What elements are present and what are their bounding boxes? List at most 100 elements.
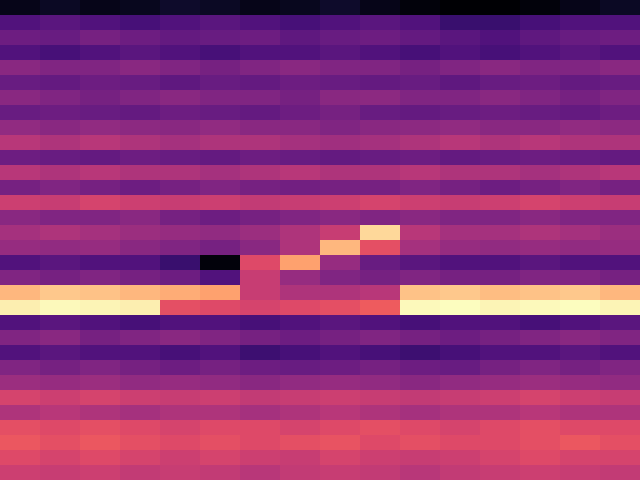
cell <box>160 180 201 196</box>
cell <box>440 450 481 466</box>
cell <box>200 30 241 46</box>
cell <box>560 45 601 61</box>
cell <box>400 450 441 466</box>
cell <box>280 300 321 316</box>
cell <box>160 15 201 31</box>
cell <box>600 150 640 166</box>
cell <box>240 450 281 466</box>
cell <box>480 390 521 406</box>
cell <box>280 270 321 286</box>
cell <box>200 285 241 301</box>
cell <box>600 360 640 376</box>
cell <box>200 0 241 16</box>
cell <box>440 30 481 46</box>
cell <box>240 390 281 406</box>
cell <box>320 315 361 331</box>
cell <box>40 105 81 121</box>
cell <box>0 45 41 61</box>
cell <box>320 330 361 346</box>
cell <box>480 105 521 121</box>
cell <box>40 315 81 331</box>
cell <box>360 390 401 406</box>
cell <box>320 45 361 61</box>
cell <box>400 135 441 151</box>
cell <box>240 120 281 136</box>
cell <box>40 195 81 211</box>
cell <box>240 135 281 151</box>
cell <box>200 90 241 106</box>
cell <box>600 285 640 301</box>
cell <box>280 30 321 46</box>
cell <box>520 225 561 241</box>
cell <box>120 210 161 226</box>
cell <box>120 255 161 271</box>
cell <box>40 45 81 61</box>
cell <box>160 135 201 151</box>
cell <box>440 315 481 331</box>
cell <box>120 30 161 46</box>
cell <box>560 435 601 451</box>
cell <box>240 105 281 121</box>
cell <box>80 120 121 136</box>
cell <box>480 150 521 166</box>
cell <box>0 255 41 271</box>
cell <box>360 375 401 391</box>
cell <box>360 60 401 76</box>
cell <box>120 150 161 166</box>
cell <box>440 75 481 91</box>
cell <box>240 300 281 316</box>
cell <box>0 180 41 196</box>
cell <box>600 180 640 196</box>
cell <box>120 45 161 61</box>
cell <box>360 405 401 421</box>
cell <box>400 285 441 301</box>
cell <box>400 60 441 76</box>
cell <box>560 120 601 136</box>
cell <box>320 60 361 76</box>
cell <box>240 195 281 211</box>
cell <box>480 270 521 286</box>
cell <box>80 345 121 361</box>
cell <box>40 360 81 376</box>
cell <box>520 105 561 121</box>
cell <box>200 450 241 466</box>
cell <box>280 180 321 196</box>
cell <box>440 345 481 361</box>
cell <box>320 270 361 286</box>
cell <box>280 105 321 121</box>
cell <box>80 255 121 271</box>
cell <box>400 465 441 480</box>
cell <box>520 30 561 46</box>
cell <box>240 405 281 421</box>
cell <box>600 30 640 46</box>
cell <box>520 360 561 376</box>
cell <box>0 60 41 76</box>
cell <box>440 150 481 166</box>
cell <box>560 0 601 16</box>
cell <box>240 375 281 391</box>
cell <box>40 165 81 181</box>
cell <box>520 315 561 331</box>
cell <box>520 135 561 151</box>
cell <box>360 420 401 436</box>
cell <box>280 345 321 361</box>
cell <box>160 345 201 361</box>
cell <box>560 75 601 91</box>
cell <box>440 165 481 181</box>
cell <box>80 285 121 301</box>
cell <box>80 15 121 31</box>
cell <box>480 225 521 241</box>
cell <box>280 135 321 151</box>
cell <box>200 360 241 376</box>
cell <box>600 420 640 436</box>
cell <box>280 15 321 31</box>
cell <box>160 0 201 16</box>
cell <box>120 165 161 181</box>
cell <box>400 120 441 136</box>
cell <box>440 420 481 436</box>
cell <box>40 60 81 76</box>
cell <box>560 15 601 31</box>
cell <box>240 165 281 181</box>
cell <box>440 360 481 376</box>
cell <box>0 375 41 391</box>
